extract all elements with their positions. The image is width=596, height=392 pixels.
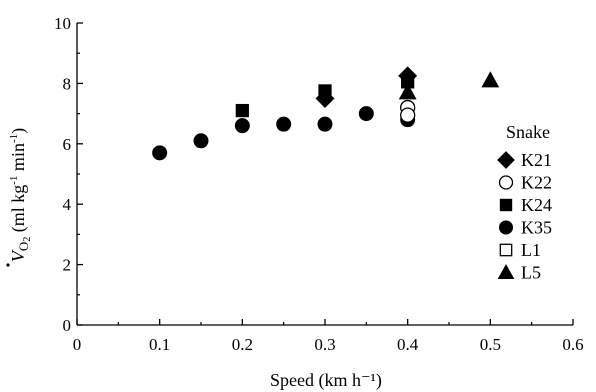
legend-marker-l1 bbox=[499, 243, 513, 257]
y-axis-label: VO2 (ml kg-1 min-1) bbox=[8, 128, 33, 262]
y-label-dot bbox=[6, 263, 10, 267]
legend-marker-k21 bbox=[497, 151, 515, 169]
legend-marker-k24 bbox=[499, 198, 513, 212]
point-k35 bbox=[152, 145, 168, 161]
y-tick-label: 8 bbox=[63, 74, 72, 93]
y-tick-label: 6 bbox=[63, 135, 72, 154]
legend-label-k21: K21 bbox=[521, 150, 552, 170]
y-tick-label: 10 bbox=[54, 14, 71, 33]
legend-label-k35: K35 bbox=[521, 218, 552, 238]
x-tick-label: 0.5 bbox=[480, 335, 501, 354]
legend-marker-l5 bbox=[497, 263, 515, 279]
point-k21 bbox=[315, 89, 335, 108]
x-tick-label: 0 bbox=[73, 335, 82, 354]
point-k35 bbox=[358, 106, 374, 122]
x-tick-label: 0.4 bbox=[397, 335, 419, 354]
point-l5 bbox=[481, 71, 500, 88]
y-tick-label: 4 bbox=[63, 195, 72, 214]
x-tick-label: 0.1 bbox=[149, 335, 170, 354]
legend-marker-k22 bbox=[498, 175, 514, 190]
point-k35 bbox=[234, 118, 250, 134]
point-k22 bbox=[400, 107, 416, 123]
x-tick-label: 0.3 bbox=[314, 335, 335, 354]
data-points bbox=[152, 66, 500, 161]
point-k35 bbox=[317, 116, 333, 132]
y-tick-label: 2 bbox=[63, 256, 72, 275]
point-l5 bbox=[398, 83, 417, 100]
axes bbox=[76, 23, 573, 326]
point-k35 bbox=[193, 133, 209, 149]
legend-label-k24: K24 bbox=[521, 195, 552, 215]
point-k24 bbox=[235, 103, 249, 118]
x-axis-label: Speed (km h⁻¹) bbox=[270, 370, 382, 391]
legend-marker-k35 bbox=[499, 220, 513, 235]
legend-title: Snake bbox=[506, 122, 550, 142]
x-tick-label: 0.6 bbox=[562, 335, 583, 354]
legend-label-k22: K22 bbox=[521, 173, 552, 193]
legend-label-l5: L5 bbox=[521, 263, 541, 283]
x-ticks: 0 0.1 0.2 0.3 0.4 0.5 0.6 bbox=[73, 319, 584, 354]
legend-label-l1: L1 bbox=[521, 240, 541, 260]
y-tick-label: 0 bbox=[63, 316, 72, 335]
point-k35 bbox=[276, 116, 292, 132]
x-tick-label: 0.2 bbox=[232, 335, 253, 354]
y-ticks: 0 2 4 6 8 10 bbox=[54, 14, 83, 335]
